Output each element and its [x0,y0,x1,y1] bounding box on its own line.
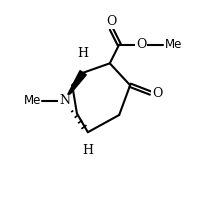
Text: N: N [59,94,70,107]
Text: Me: Me [23,94,41,107]
Text: O: O [136,38,146,51]
Text: Me: Me [165,38,182,51]
Text: H: H [82,144,93,158]
Text: O: O [106,15,117,28]
Text: H: H [78,47,89,60]
Polygon shape [64,71,86,101]
Text: O: O [152,87,162,99]
